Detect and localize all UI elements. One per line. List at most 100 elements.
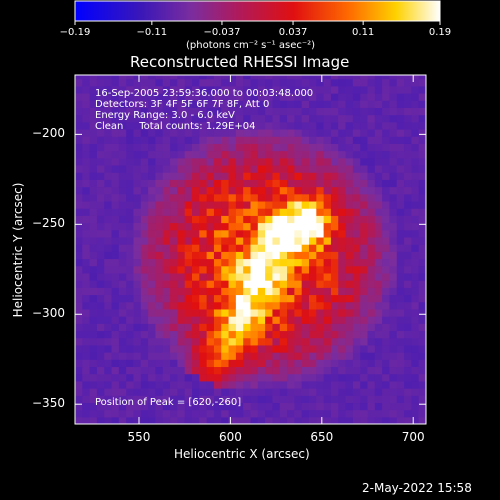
heatmap-cell (118, 215, 127, 224)
heatmap-cell (140, 287, 149, 296)
heatmap-cell (404, 128, 412, 137)
heatmap-cell (396, 164, 405, 173)
heatmap-cell (360, 337, 369, 346)
heatmap-cell (177, 200, 186, 209)
heatmap-cell (360, 251, 369, 260)
heatmap-cell (184, 75, 193, 80)
heatmap-cell (360, 172, 369, 180)
heatmap-cell (309, 215, 317, 224)
heatmap-cell (330, 85, 339, 94)
heatmap-cell (330, 150, 339, 159)
heatmap-cell (192, 287, 200, 296)
heatmap-cell (140, 186, 149, 195)
heatmap-cell (250, 92, 259, 101)
heatmap-cell (213, 179, 222, 188)
heatmap-cell (360, 272, 369, 281)
heatmap-cell (294, 150, 303, 159)
heatmap-cell (96, 330, 105, 339)
heatmap-cell (170, 316, 178, 324)
heatmap-cell (177, 179, 186, 188)
heatmap-cell (104, 244, 113, 252)
heatmap-cell (338, 359, 347, 368)
heatmap-cell (374, 186, 383, 195)
heatmap-cell (75, 236, 83, 245)
heatmap-cell (316, 301, 325, 310)
heatmap-cell (309, 359, 317, 368)
heatmap-cell (235, 258, 244, 267)
heatmap-cell (118, 200, 127, 209)
heatmap-cell (316, 222, 325, 231)
heatmap-cell (126, 337, 135, 346)
heatmap-cell (404, 193, 412, 202)
heatmap-cell (345, 301, 354, 310)
heatmap-cell (338, 92, 347, 101)
heatmap-cell (411, 373, 420, 382)
heatmap-cell (367, 172, 376, 180)
heatmap-cell (118, 229, 127, 238)
heatmap-cell (170, 78, 178, 87)
heatmap-cell (301, 416, 310, 424)
heatmap-cell (411, 229, 420, 238)
heatmap-cell (155, 409, 164, 418)
heatmap-cell (374, 114, 383, 123)
heatmap-cell (316, 352, 325, 360)
heatmap-cell (177, 301, 186, 310)
heatmap-cell (294, 316, 303, 324)
heatmap-cell (133, 272, 142, 281)
heatmap-cell (133, 366, 142, 375)
heatmap-cell (228, 107, 237, 116)
heatmap-cell (404, 251, 412, 260)
heatmap-cell (111, 107, 120, 116)
heatmap-cell (257, 164, 266, 173)
heatmap-cell (192, 409, 200, 418)
heatmap-cell (404, 272, 412, 281)
heatmap-cell (148, 373, 157, 382)
heatmap-cell (192, 236, 200, 245)
heatmap-cell (265, 280, 274, 288)
heatmap-cell (309, 78, 317, 87)
heatmap-cell (75, 402, 83, 411)
heatmap-cell (374, 100, 383, 108)
heatmap-cell (272, 402, 281, 411)
heatmap-cell (367, 150, 376, 159)
heatmap-cell (170, 344, 178, 353)
heatmap-cell (206, 388, 215, 396)
heatmap-cell (411, 75, 420, 80)
heatmap-cell (213, 388, 222, 396)
heatmap-cell (104, 344, 113, 353)
heatmap-cell (148, 92, 157, 101)
heatmap-cell (352, 280, 361, 288)
heatmap-cell (235, 150, 244, 159)
heatmap-cell (213, 366, 222, 375)
heatmap-cell (411, 272, 420, 281)
heatmap-cell (133, 373, 142, 382)
heatmap-cell (418, 416, 426, 424)
heatmap-cell (140, 244, 149, 252)
heatmap-cell (294, 366, 303, 375)
heatmap-cell (96, 402, 105, 411)
heatmap-cell (235, 186, 244, 195)
heatmap-cell (352, 251, 361, 260)
heatmap-cell (287, 308, 295, 317)
heatmap-cell (389, 330, 398, 339)
heatmap-cell (184, 337, 193, 346)
heatmap-cell (330, 280, 339, 288)
heatmap-cell (338, 330, 347, 339)
heatmap-cell (265, 337, 274, 346)
heatmap-cell (338, 85, 347, 94)
heatmap-cell (404, 179, 412, 188)
heatmap-cell (345, 193, 354, 202)
heatmap-cell (162, 136, 171, 144)
heatmap-cell (228, 280, 237, 288)
heatmap-cell (287, 251, 295, 260)
heatmap-cell (250, 143, 259, 152)
heatmap-cell (89, 78, 98, 87)
heatmap-cell (294, 258, 303, 267)
heatmap-cell (177, 330, 186, 339)
heatmap-cell (309, 143, 317, 152)
heatmap-cell (96, 136, 105, 144)
heatmap-cell (404, 330, 412, 339)
heatmap-cell (382, 75, 391, 80)
heatmap-cell (287, 121, 295, 130)
heatmap-cell (206, 172, 215, 180)
